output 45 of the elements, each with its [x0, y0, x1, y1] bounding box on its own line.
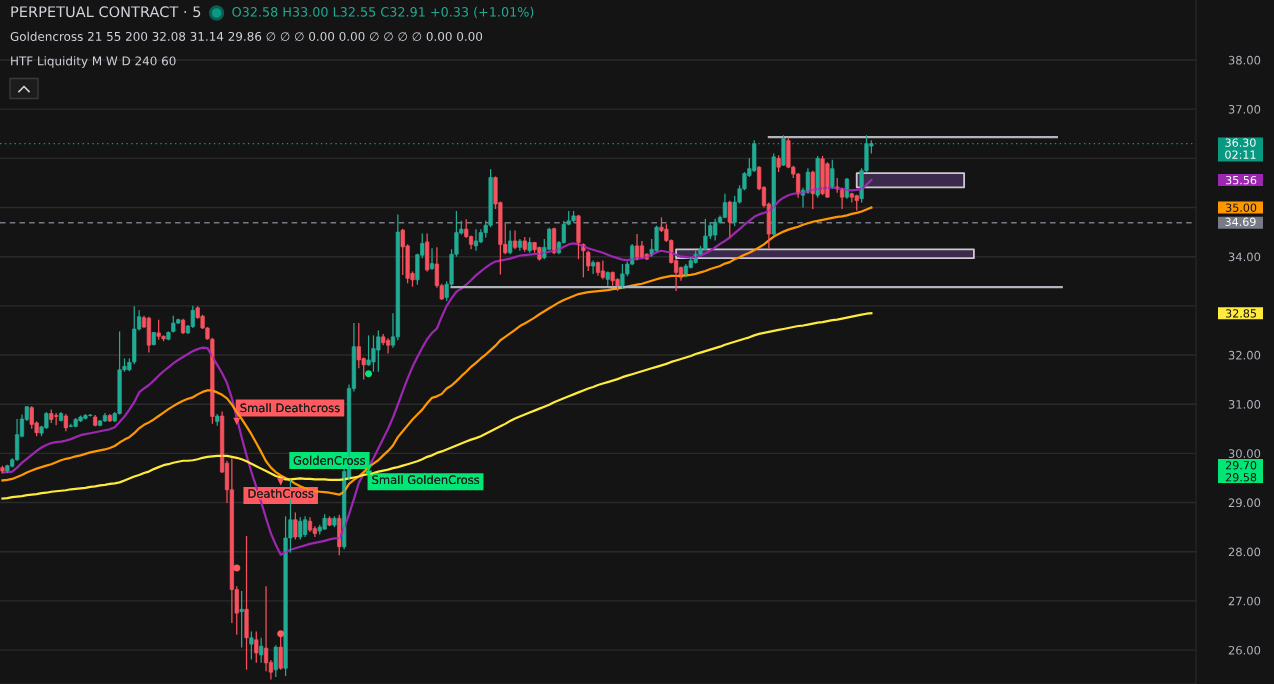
candlestick: [244, 535, 249, 671]
data-label: Small GoldenCross: [372, 475, 480, 485]
y2-tick-label: 32.85: [1226, 309, 1257, 318]
point: [365, 370, 373, 378]
y-tick-label: 32.00: [1228, 350, 1261, 360]
point: [277, 478, 285, 486]
candlestick: [781, 134, 786, 167]
candlestick: [239, 590, 244, 649]
line-series: [1, 206, 873, 496]
y-tick-label: 26.00: [1228, 645, 1261, 655]
y2-tick-label: 35.00: [1226, 203, 1257, 212]
annotation: Goldencross 21 55 200 32.08 31.14 29.86 ∅ ∅ ∅ 0.00 0.00 ∅ ∅ ∅ ∅ 0.00 0.00: [10, 31, 483, 41]
candlestick: [830, 159, 835, 190]
y-tick-label: 34.00: [1228, 252, 1261, 262]
candlestick: [771, 152, 776, 237]
point: [365, 464, 373, 472]
annotation: HTF Liquidity M W D 240 60: [11, 56, 176, 68]
y2-tick-label: 29.70: [1225, 461, 1257, 470]
candlestick: [576, 214, 581, 260]
candlestick: [273, 644, 278, 678]
candlestick: [727, 200, 732, 238]
ref-line-label: 36.30 02:11: [1225, 138, 1256, 159]
y-tick-label: 30.00: [1228, 449, 1261, 458]
point: [233, 564, 241, 572]
y-tick-label: 38.00: [1228, 55, 1261, 65]
candlestick: [254, 630, 259, 664]
line-series: [1, 312, 873, 500]
y2-tick-label: 35.56: [1226, 175, 1257, 185]
annotation: O32.58 H33.00 L32.55 C32.91 +0.33 (+1.01%): [232, 6, 534, 19]
candlestick: [249, 630, 254, 661]
y-tick-label: 37.00: [1228, 104, 1261, 114]
chart-title: PERPETUAL CONTRACT · 5: [11, 6, 201, 18]
candlestick: [259, 637, 264, 664]
ref-line-label: 34.69: [1225, 217, 1256, 226]
y-tick-label: 28.00: [1228, 547, 1261, 557]
data-label: GoldenCross: [293, 455, 365, 465]
data-label: Small Deathcross: [240, 403, 340, 413]
point: [277, 630, 285, 638]
candlestick: [815, 155, 820, 199]
candlestick: [586, 250, 591, 272]
y-tick-label: 29.00: [1228, 498, 1261, 508]
y2-tick-label: 29.58: [1225, 473, 1257, 482]
y-tick-label: 27.00: [1228, 596, 1261, 606]
y-tick-label: 31.00: [1228, 400, 1261, 409]
candlestick: [293, 511, 298, 541]
